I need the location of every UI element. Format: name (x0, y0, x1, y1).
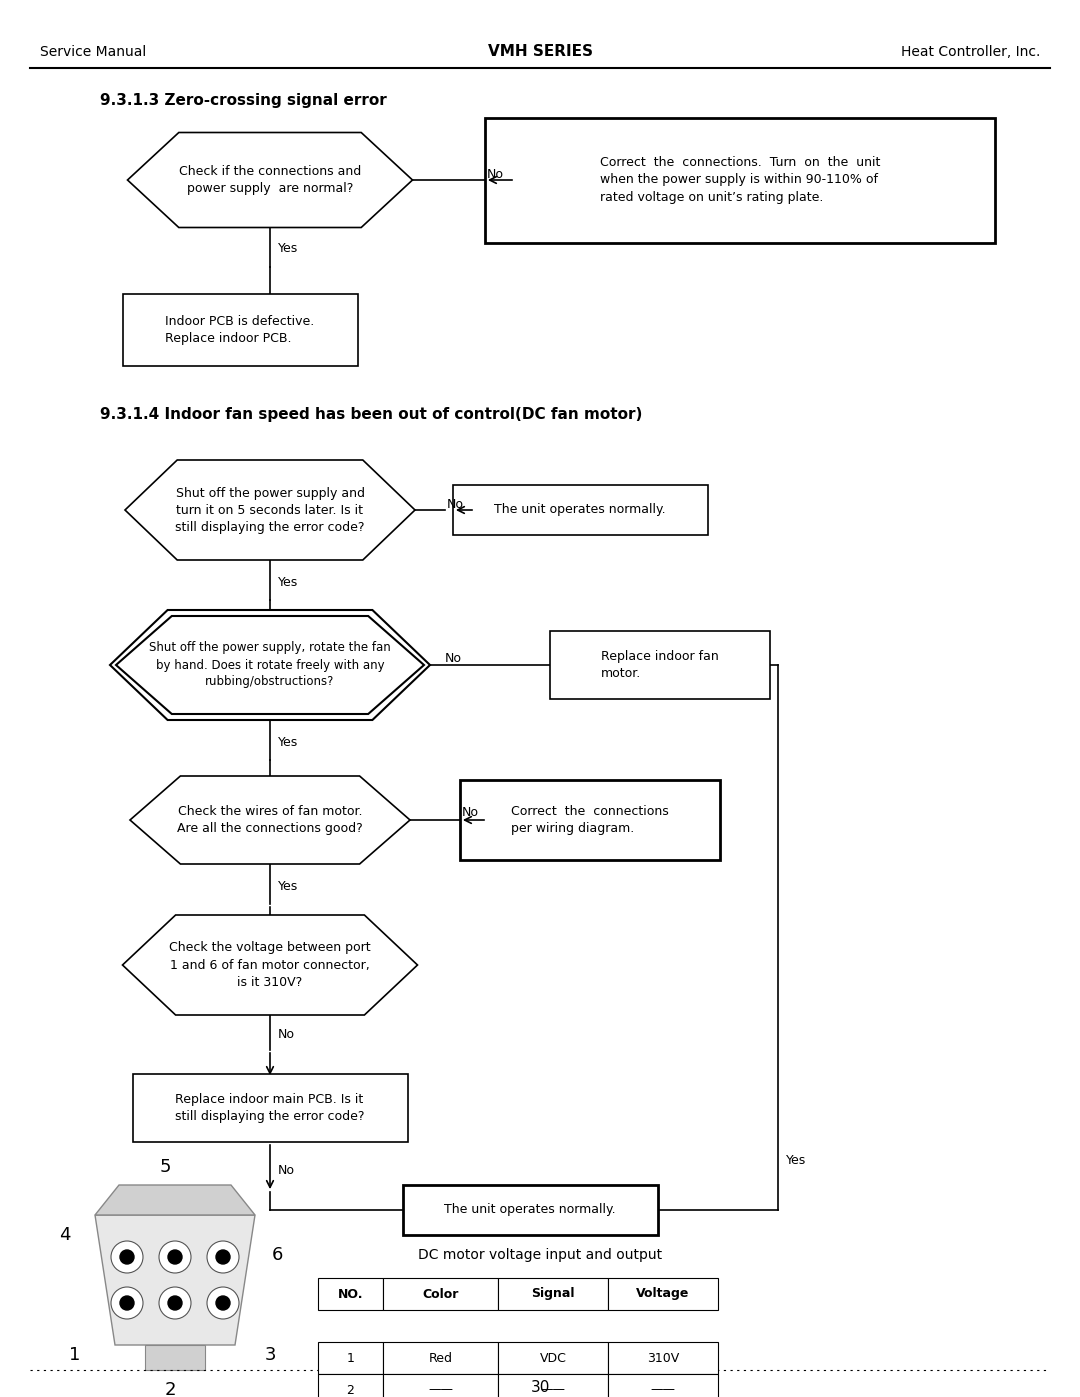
Circle shape (111, 1241, 143, 1273)
Text: Yes: Yes (278, 243, 298, 256)
Polygon shape (95, 1215, 255, 1345)
Text: Replace indoor main PCB. Is it
still displaying the error code?: Replace indoor main PCB. Is it still dis… (175, 1092, 365, 1123)
Text: 9.3.1.4 Indoor fan speed has been out of control(DC fan motor): 9.3.1.4 Indoor fan speed has been out of… (100, 408, 643, 422)
Text: ——: —— (650, 1383, 675, 1397)
Text: No: No (487, 169, 504, 182)
Circle shape (216, 1296, 230, 1310)
FancyBboxPatch shape (383, 1278, 498, 1310)
Polygon shape (122, 915, 418, 1016)
FancyBboxPatch shape (133, 1074, 407, 1141)
Circle shape (168, 1250, 183, 1264)
Polygon shape (110, 610, 430, 719)
Text: Correct  the  connections.  Turn  on  the  unit
when the power supply is within : Correct the connections. Turn on the uni… (599, 156, 880, 204)
Text: 2: 2 (164, 1382, 176, 1397)
Text: VDC: VDC (540, 1351, 566, 1365)
Text: Yes: Yes (278, 880, 298, 893)
FancyBboxPatch shape (145, 1345, 205, 1370)
Text: 6: 6 (271, 1246, 283, 1264)
Text: Check if the connections and
power supply  are normal?: Check if the connections and power suppl… (179, 165, 361, 196)
Text: 310V: 310V (647, 1351, 679, 1365)
Text: Yes: Yes (786, 1154, 807, 1166)
Polygon shape (125, 460, 415, 560)
Circle shape (216, 1250, 230, 1264)
Text: No: No (278, 1164, 295, 1176)
Circle shape (168, 1296, 183, 1310)
FancyBboxPatch shape (122, 293, 357, 366)
Text: 1: 1 (69, 1345, 81, 1363)
Text: 3: 3 (265, 1345, 275, 1363)
Text: 1: 1 (347, 1351, 354, 1365)
Text: 2: 2 (347, 1383, 354, 1397)
Text: Shut off the power supply, rotate the fan
by hand. Does it rotate freely with an: Shut off the power supply, rotate the fa… (149, 641, 391, 689)
Text: Indoor PCB is defective.
Replace indoor PCB.: Indoor PCB is defective. Replace indoor … (165, 314, 314, 345)
Polygon shape (130, 775, 410, 863)
Text: Yes: Yes (278, 735, 298, 749)
Text: No: No (447, 499, 464, 511)
Text: No: No (445, 651, 462, 665)
Circle shape (207, 1287, 239, 1319)
FancyBboxPatch shape (403, 1185, 658, 1235)
Text: 4: 4 (59, 1227, 71, 1243)
Text: Red: Red (429, 1351, 453, 1365)
Text: Shut off the power supply and
turn it on 5 seconds later. Is it
still displaying: Shut off the power supply and turn it on… (175, 486, 365, 534)
Text: The unit operates normally.: The unit operates normally. (495, 503, 665, 517)
Circle shape (120, 1250, 134, 1264)
FancyBboxPatch shape (550, 631, 770, 698)
FancyBboxPatch shape (318, 1375, 383, 1397)
Text: The unit operates normally.: The unit operates normally. (444, 1203, 616, 1217)
Text: Check the wires of fan motor.
Are all the connections good?: Check the wires of fan motor. Are all th… (177, 805, 363, 835)
Text: No: No (462, 806, 480, 820)
FancyBboxPatch shape (485, 117, 995, 243)
FancyBboxPatch shape (383, 1375, 498, 1397)
Text: Color: Color (422, 1288, 459, 1301)
FancyBboxPatch shape (498, 1375, 608, 1397)
Circle shape (111, 1287, 143, 1319)
Text: Heat Controller, Inc.: Heat Controller, Inc. (901, 45, 1040, 59)
Text: Check the voltage between port
1 and 6 of fan motor connector,
is it 310V?: Check the voltage between port 1 and 6 o… (170, 942, 370, 989)
Text: VMH SERIES: VMH SERIES (487, 45, 593, 60)
Text: 5: 5 (159, 1158, 171, 1176)
FancyBboxPatch shape (318, 1343, 383, 1375)
FancyBboxPatch shape (460, 780, 720, 861)
Text: Voltage: Voltage (636, 1288, 690, 1301)
FancyBboxPatch shape (608, 1343, 718, 1375)
Text: ——: —— (428, 1383, 453, 1397)
FancyBboxPatch shape (498, 1278, 608, 1310)
Text: Yes: Yes (278, 576, 298, 588)
Text: Signal: Signal (531, 1288, 575, 1301)
Text: 9.3.1.3 Zero-crossing signal error: 9.3.1.3 Zero-crossing signal error (100, 92, 387, 108)
FancyBboxPatch shape (453, 485, 707, 535)
Text: Service Manual: Service Manual (40, 45, 146, 59)
Circle shape (120, 1296, 134, 1310)
Text: NO.: NO. (338, 1288, 363, 1301)
Polygon shape (95, 1185, 255, 1215)
Circle shape (159, 1241, 191, 1273)
Circle shape (207, 1241, 239, 1273)
Text: Correct  the  connections
per wiring diagram.: Correct the connections per wiring diagr… (511, 805, 669, 835)
Circle shape (159, 1287, 191, 1319)
FancyBboxPatch shape (318, 1278, 383, 1310)
Text: 30: 30 (530, 1380, 550, 1396)
FancyBboxPatch shape (608, 1375, 718, 1397)
Text: DC motor voltage input and output: DC motor voltage input and output (418, 1248, 662, 1261)
FancyBboxPatch shape (383, 1343, 498, 1375)
Text: ——: —— (540, 1383, 566, 1397)
Text: Replace indoor fan
motor.: Replace indoor fan motor. (602, 650, 719, 680)
Text: No: No (278, 1028, 295, 1042)
FancyBboxPatch shape (608, 1278, 718, 1310)
FancyBboxPatch shape (498, 1343, 608, 1375)
Polygon shape (127, 133, 413, 228)
